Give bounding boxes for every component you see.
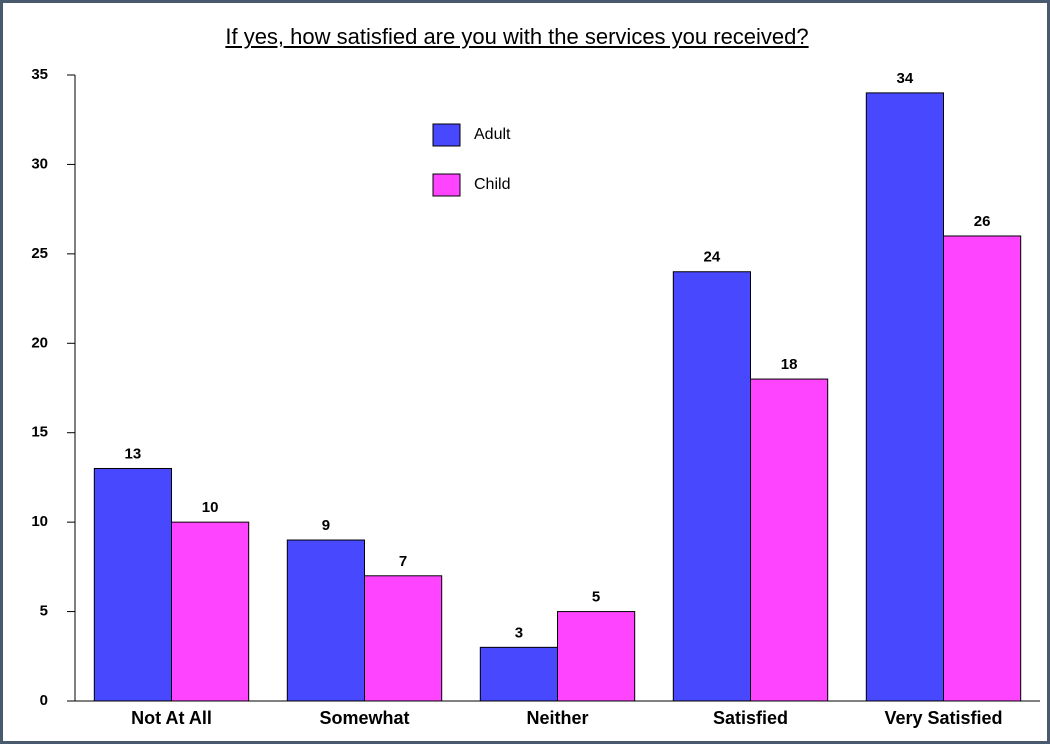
value-label: 24	[704, 249, 721, 266]
y-tick-label: 25	[31, 245, 48, 262]
value-label: 26	[974, 213, 991, 230]
y-tick-label: 5	[40, 603, 48, 620]
value-label: 18	[781, 356, 798, 373]
value-label: 10	[202, 499, 219, 516]
bar	[865, 92, 944, 702]
x-tick-label: Somewhat	[319, 708, 409, 728]
bar	[364, 575, 443, 702]
bar	[750, 378, 829, 702]
y-tick-label: 30	[31, 155, 48, 172]
value-label: 9	[322, 517, 330, 534]
legend-label: Adult	[474, 126, 511, 143]
x-tick-label: Neither	[526, 708, 588, 728]
legend-label: Child	[474, 176, 510, 193]
value-label: 7	[399, 553, 407, 570]
bar	[93, 467, 172, 702]
value-label: 5	[592, 589, 600, 606]
chart-title: If yes, how satisfied are you with the s…	[225, 24, 809, 49]
legend-swatch	[432, 123, 461, 147]
bar	[479, 646, 558, 702]
bar	[286, 539, 365, 702]
legend-swatch	[432, 173, 461, 197]
x-tick-label: Not At All	[131, 708, 212, 728]
y-tick-label: 35	[31, 66, 48, 83]
bar	[171, 521, 250, 702]
y-tick-label: 20	[31, 334, 48, 351]
bar	[943, 235, 1022, 702]
bar	[557, 611, 636, 702]
value-label: 13	[125, 445, 142, 462]
value-label: 34	[897, 70, 914, 87]
value-label: 3	[515, 624, 523, 641]
y-tick-label: 0	[40, 692, 48, 709]
x-tick-label: Very Satisfied	[884, 708, 1002, 728]
y-tick-label: 15	[31, 424, 48, 441]
y-tick-label: 10	[31, 513, 48, 530]
x-tick-label: Satisfied	[713, 708, 788, 728]
bar	[672, 271, 751, 702]
